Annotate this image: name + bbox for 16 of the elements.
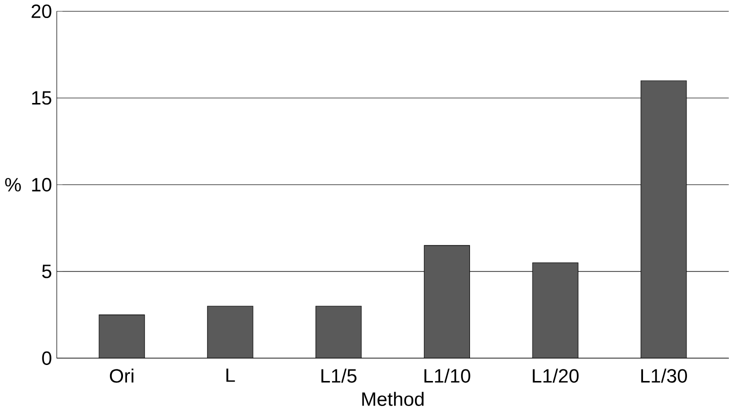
y-tick-label: 0 (42, 351, 52, 365)
y-tick-label: 5 (42, 264, 52, 278)
bar (316, 306, 362, 358)
x-tick-label: L1/10 (424, 368, 470, 382)
x-tick-label: L1/5 (321, 368, 356, 382)
y-tick-label: 20 (32, 4, 52, 18)
bar (207, 306, 254, 358)
x-axis-title: Method (362, 392, 424, 406)
y-axis-title: % (5, 178, 21, 192)
y-tick-label: 10 (32, 178, 52, 192)
x-tick-label: L1/30 (641, 368, 687, 382)
x-tick-label: L1/20 (532, 368, 579, 382)
y-tick-label: 15 (32, 91, 52, 104)
x-tick-label: Ori (110, 368, 134, 382)
bar (98, 314, 145, 358)
x-tick-label: L (226, 368, 235, 382)
